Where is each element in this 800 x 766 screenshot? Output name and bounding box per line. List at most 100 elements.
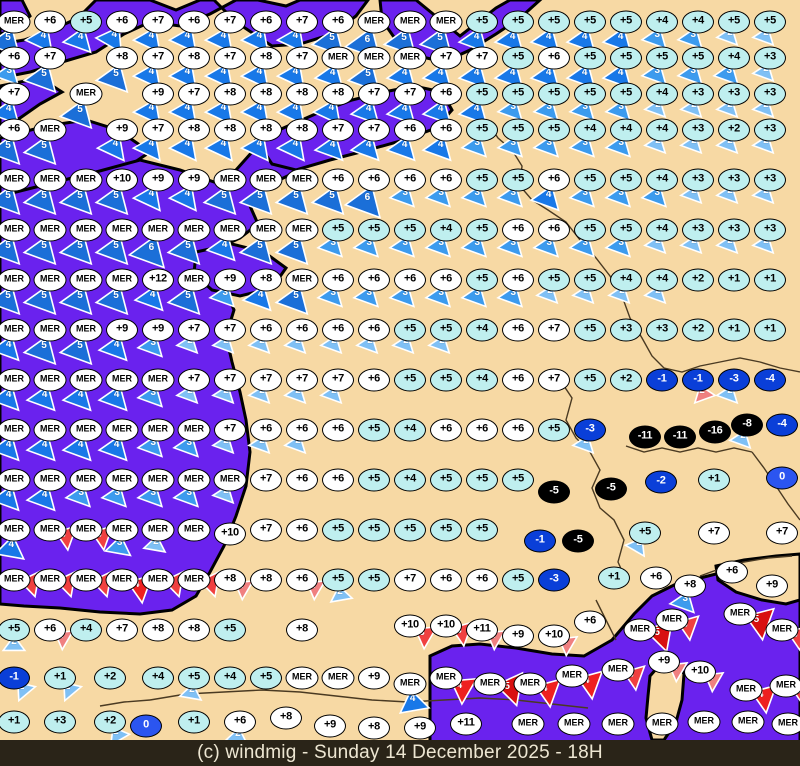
temperature-oval: +4 — [142, 666, 174, 690]
sea-station-oval: MER — [69, 82, 103, 106]
temperature-oval: +5 — [466, 82, 498, 106]
temperature-oval: +5 — [430, 468, 462, 492]
temperature-oval: +9 — [358, 666, 390, 690]
temperature-oval: +5 — [358, 218, 390, 242]
temperature-oval: -3 — [538, 568, 570, 592]
sea-station-oval: MER — [0, 168, 31, 192]
temperature-oval: +5 — [70, 10, 102, 34]
sea-station-oval: MER — [33, 318, 67, 342]
sea-station-oval: MER — [33, 568, 67, 592]
mediterranean-sea — [428, 558, 800, 746]
temperature-oval: +7 — [322, 368, 354, 392]
temperature-oval: -5 — [595, 477, 627, 501]
temperature-oval: +9 — [756, 574, 788, 598]
temperature-oval: +6 — [430, 568, 462, 592]
temperature-oval: +5 — [358, 468, 390, 492]
temperature-oval: +8 — [178, 46, 210, 70]
sea-station-oval: MER — [33, 168, 67, 192]
temperature-oval: +8 — [286, 118, 318, 142]
temperature-oval: +1 — [44, 666, 76, 690]
temperature-oval: +6 — [394, 118, 426, 142]
temperature-oval: +3 — [44, 710, 76, 734]
temperature-oval: -8 — [731, 413, 763, 437]
sea-station-oval: MER — [393, 672, 427, 696]
temperature-oval: +1 — [0, 710, 30, 734]
temperature-oval: +8 — [250, 82, 282, 106]
sea-station-oval: MER — [33, 118, 67, 142]
temperature-oval: +3 — [682, 118, 714, 142]
temperature-oval: +3 — [754, 46, 786, 70]
temperature-oval: +4 — [646, 118, 678, 142]
temperature-oval: +7 — [286, 368, 318, 392]
sea-station-oval: MER — [33, 418, 67, 442]
temperature-oval: +7 — [178, 318, 210, 342]
temperature-oval: +8 — [250, 46, 282, 70]
temperature-oval: +7 — [34, 46, 66, 70]
temperature-oval: +9 — [142, 82, 174, 106]
sea-station-oval: MER — [177, 468, 211, 492]
temperature-oval: -11 — [629, 425, 661, 449]
sea-station-oval: MER — [0, 518, 31, 542]
sea-station-oval: MER — [0, 568, 31, 592]
border-rhone — [595, 599, 617, 641]
temperature-oval: +6 — [322, 168, 354, 192]
sea-station-oval: MER — [601, 658, 635, 682]
temperature-oval: +4 — [70, 618, 102, 642]
temperature-oval: +6 — [358, 168, 390, 192]
temperature-oval: +7 — [466, 46, 498, 70]
sea-station-oval: MER — [645, 712, 679, 736]
temperature-oval: +3 — [682, 168, 714, 192]
temperature-oval: +5 — [358, 518, 390, 542]
temperature-oval: +7 — [214, 418, 246, 442]
temperature-oval: +7 — [286, 46, 318, 70]
temperature-oval: +6 — [34, 10, 66, 34]
sea-station-oval: MER — [357, 46, 391, 70]
temperature-oval: +5 — [466, 168, 498, 192]
sea-station-oval: MER — [69, 268, 103, 292]
temperature-oval: +7 — [394, 568, 426, 592]
sea-station-oval: MER — [33, 518, 67, 542]
temperature-oval: +9 — [404, 716, 436, 740]
temperature-oval: +7 — [106, 618, 138, 642]
temperature-oval: +6 — [0, 46, 30, 70]
temperature-oval: +9 — [314, 714, 346, 738]
temperature-oval: -1 — [682, 368, 714, 392]
sea-station-oval: MER — [33, 368, 67, 392]
temperature-oval: -1 — [646, 368, 678, 392]
sea-station-oval: MER — [141, 218, 175, 242]
temperature-oval: +2 — [610, 368, 642, 392]
temperature-oval: +6 — [538, 46, 570, 70]
temperature-oval: +2 — [94, 710, 126, 734]
temperature-oval: +6 — [322, 468, 354, 492]
temperature-oval: +5 — [574, 10, 606, 34]
temperature-oval: -5 — [538, 480, 570, 504]
temperature-oval: +5 — [574, 82, 606, 106]
temperature-oval: +9 — [178, 168, 210, 192]
temperature-oval: +6 — [286, 418, 318, 442]
temperature-oval: +10 — [684, 660, 716, 684]
temperature-oval: +5 — [538, 10, 570, 34]
border-germany-east — [579, 239, 665, 369]
sea-station-oval: MER — [771, 712, 800, 736]
temperature-oval: +6 — [538, 218, 570, 242]
temperature-oval: +8 — [142, 618, 174, 642]
sea-station-oval: MER — [729, 678, 763, 702]
sea-station-oval: MER — [177, 568, 211, 592]
temperature-oval: +2 — [682, 268, 714, 292]
sea-station-oval: MER — [177, 418, 211, 442]
sea-station-oval: MER — [429, 666, 463, 690]
temperature-oval: +3 — [754, 168, 786, 192]
sea-station-oval: MER — [69, 518, 103, 542]
sea-station-oval: MER — [141, 368, 175, 392]
temperature-oval: +5 — [466, 218, 498, 242]
temperature-oval: +9 — [502, 624, 534, 648]
temperature-oval: +5 — [502, 46, 534, 70]
temperature-oval: +1 — [754, 318, 786, 342]
temperature-oval: +6 — [322, 268, 354, 292]
temperature-oval: +5 — [394, 318, 426, 342]
temperature-oval: +10 — [538, 624, 570, 648]
temperature-oval: +7 — [142, 10, 174, 34]
temperature-oval: +2 — [682, 318, 714, 342]
temperature-oval: +5 — [610, 82, 642, 106]
temperature-oval: +4 — [466, 318, 498, 342]
